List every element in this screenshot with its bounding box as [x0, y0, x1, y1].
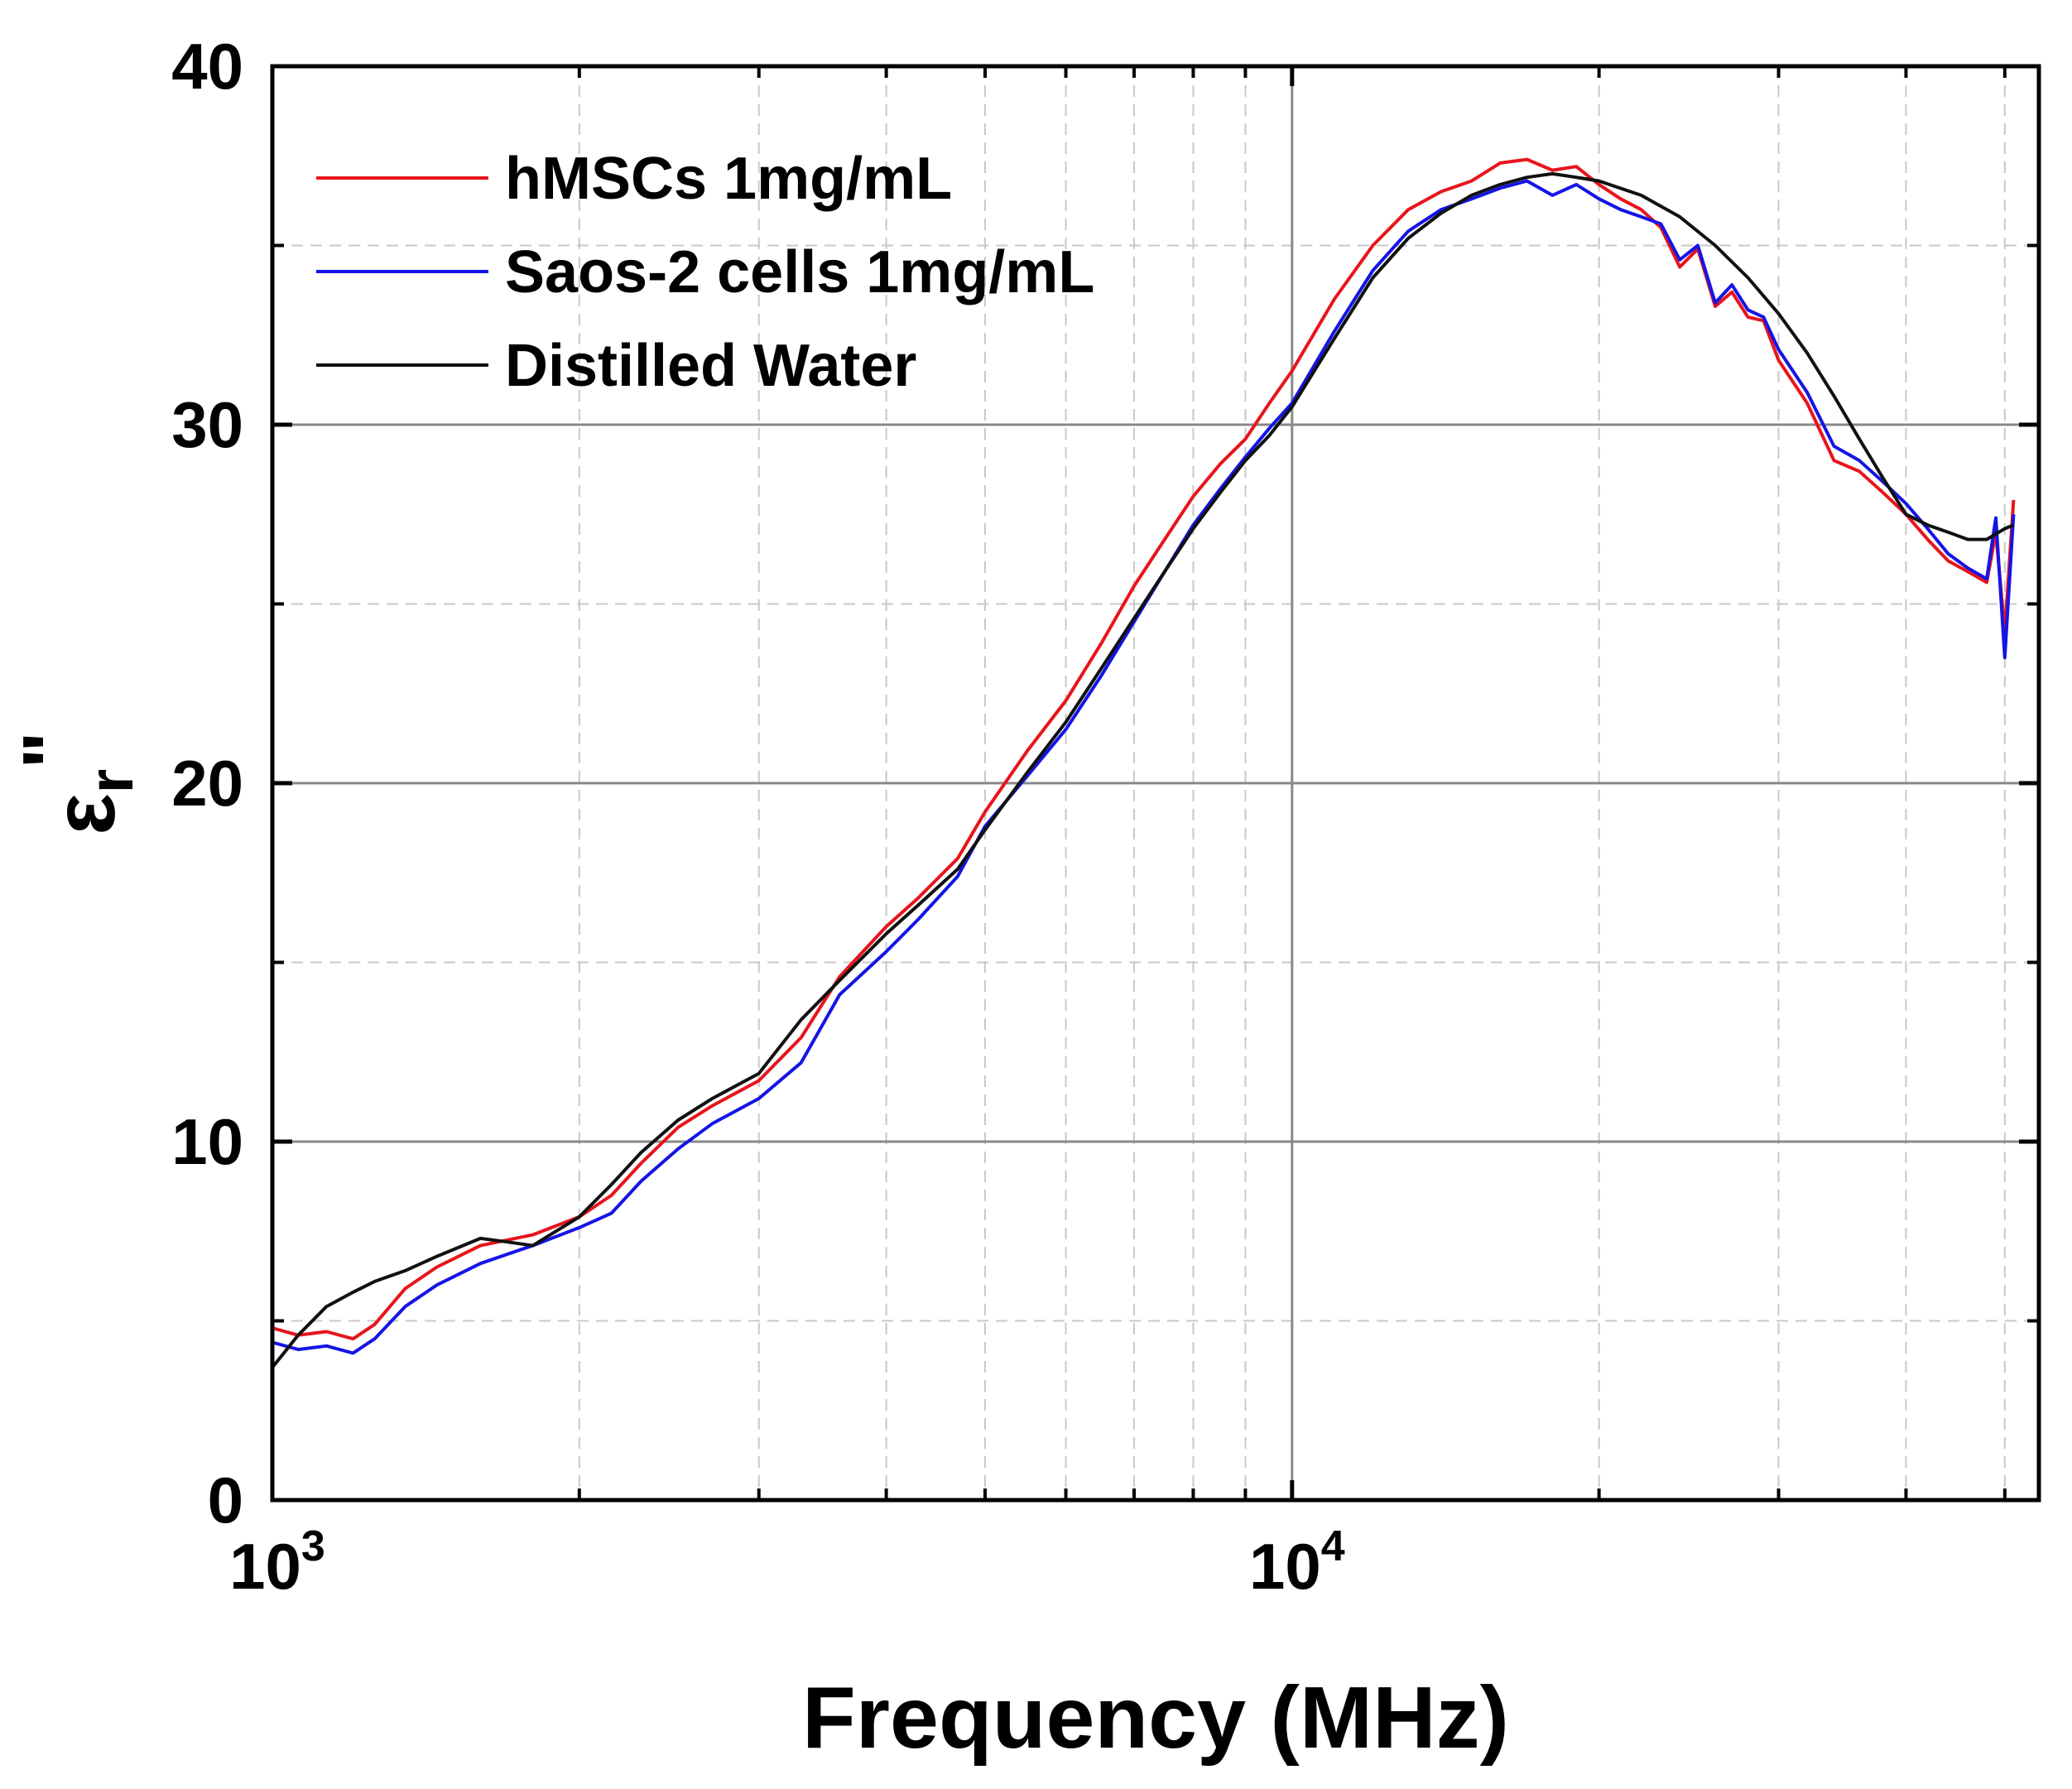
- x-axis-title: Frequency (MHz): [802, 1669, 1509, 1767]
- y-tick-label: 30: [171, 388, 243, 461]
- x-tick-label-base: 10: [1249, 1530, 1321, 1603]
- y-tick-label: 0: [208, 1464, 243, 1537]
- legend: hMSCs 1mg/mL Saos-2 cells 1mg/mL Distill…: [316, 146, 1094, 399]
- x-tick-label-exponent: 3: [301, 1522, 325, 1570]
- y-tick-label: 10: [171, 1105, 243, 1178]
- y-axis-title-symbol: ε: [36, 793, 133, 834]
- legend-label-hmscs: hMSCs 1mg/mL: [505, 146, 952, 212]
- series-lines: [271, 157, 2016, 1369]
- series-line-saos2: [272, 179, 2016, 1355]
- x-tick-label: 104: [1249, 1522, 1345, 1603]
- y-axis-title-subscript: r: [76, 769, 147, 794]
- series-line-water: [271, 171, 2015, 1369]
- x-tick-label-base: 10: [229, 1530, 301, 1603]
- y-axis-title: εr": [7, 731, 147, 834]
- grid: [272, 66, 2039, 1500]
- legend-label-water: Distilled Water: [505, 333, 916, 399]
- y-tick-label: 20: [171, 747, 243, 820]
- axis-ticks: [270, 64, 2039, 1503]
- x-tick-label: 103: [229, 1522, 325, 1603]
- legend-label-saos2: Saos-2 cells 1mg/mL: [505, 239, 1094, 305]
- series-line-hmscs: [272, 157, 2016, 1341]
- y-axis-title-superscript: ": [7, 731, 95, 769]
- y-tick-label: 40: [171, 30, 243, 103]
- x-tick-label-exponent: 4: [1321, 1522, 1345, 1570]
